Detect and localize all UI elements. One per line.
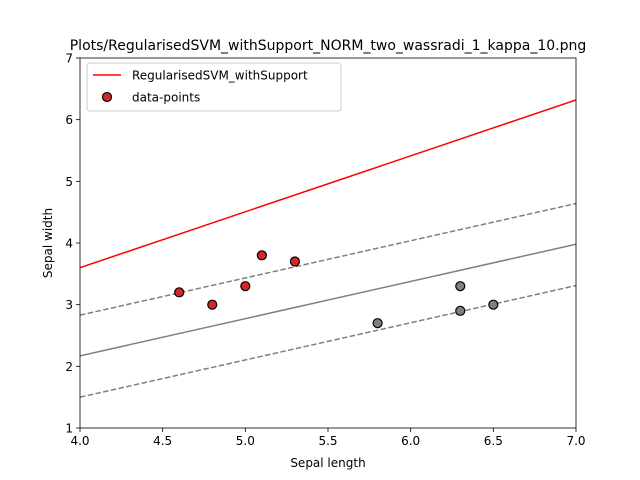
x-tick-label: 4.5 [153, 434, 172, 448]
data-point-4 [289, 256, 301, 267]
y-axis-label: Sepal width [41, 208, 55, 278]
axes: 4.0 4.5 5.0 5.5 6.0 6.5 7.0 1 2 3 4 5 6 7 [65, 52, 585, 449]
x-tick-label: 7.0 [566, 434, 585, 448]
legend-marker-swatch [101, 91, 113, 103]
data-point-7 [455, 305, 466, 316]
x-tick-label: 6.0 [401, 434, 420, 448]
data-point-1 [207, 299, 218, 310]
x-axis-label: Sepal length [290, 456, 365, 470]
legend-box [86, 62, 342, 112]
y-tick-label: 2 [65, 360, 73, 374]
series-line-regularised-svm [80, 99, 576, 269]
x-tick-label: 5.5 [318, 434, 337, 448]
legend: RegularisedSVM_withSupport data-points [86, 62, 342, 112]
legend-label-regularised-svm: RegularisedSVM_withSupport [132, 69, 308, 83]
data-point-8 [488, 299, 499, 310]
x-tick-label: 4.0 [70, 434, 89, 448]
y-tick-label: 7 [65, 52, 73, 66]
series-line-margin-upper [80, 202, 576, 316]
data-point-3 [256, 250, 267, 261]
data-point-0 [174, 287, 185, 298]
series-line-decision-boundary [80, 243, 576, 357]
y-tick-label: 1 [65, 422, 73, 436]
series-line-margin-lower [80, 284, 576, 398]
y-tick-label: 6 [65, 113, 73, 127]
x-tick-label: 6.5 [484, 434, 503, 448]
x-tick-label: 5.0 [236, 434, 255, 448]
y-tick-label: 5 [65, 175, 73, 189]
y-tick-label: 4 [65, 237, 73, 251]
legend-label-data-points: data-points [132, 91, 200, 105]
y-tick-label: 3 [65, 298, 73, 312]
data-point-5 [372, 318, 383, 329]
data-point-6 [455, 281, 466, 292]
data-point-2 [240, 281, 251, 292]
chart-title: Plots/RegularisedSVM_withSupport_NORM_tw… [70, 38, 587, 54]
plot-area [80, 99, 576, 398]
